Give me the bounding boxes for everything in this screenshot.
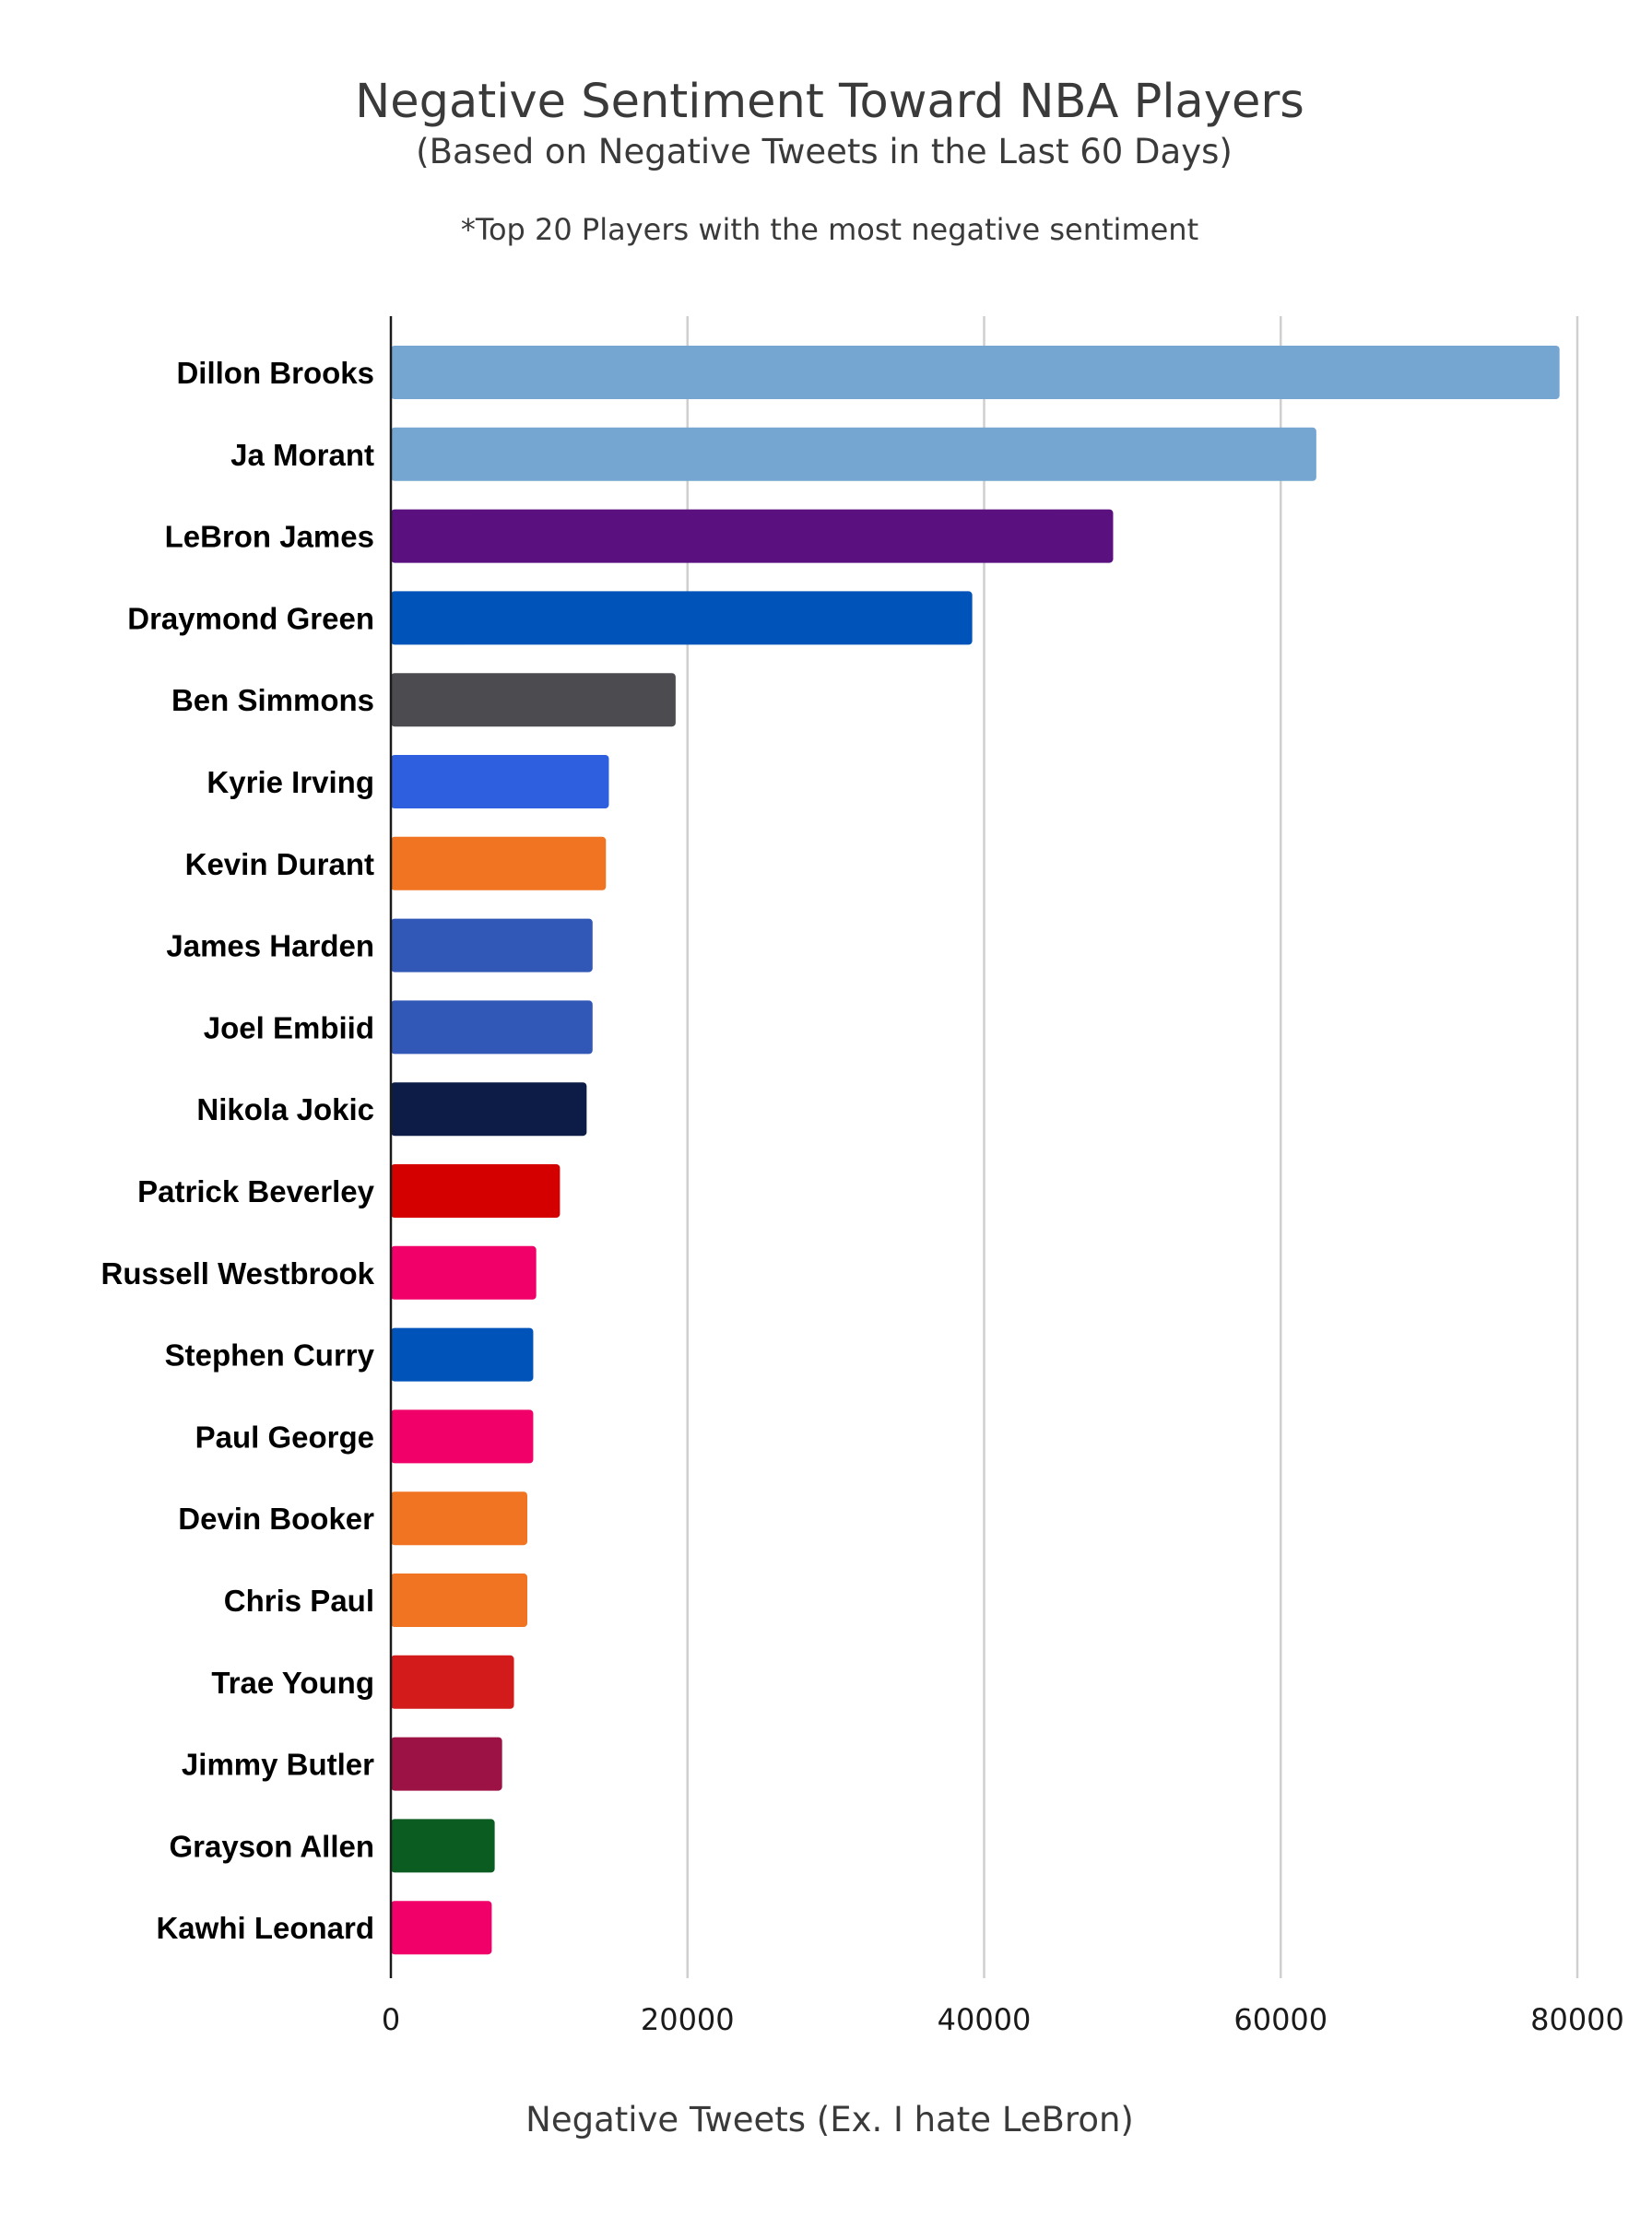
x-tick-labels: 0 20000 40000 60000 80000 bbox=[382, 2002, 1624, 2037]
chart-subtitle: (Based on Negative Tweets in the Last 60… bbox=[416, 132, 1233, 171]
category-label: Nikola Jokic bbox=[196, 1092, 374, 1126]
category-label: Joel Embiid bbox=[204, 1010, 374, 1044]
category-label: Kawhi Leonard bbox=[156, 1911, 374, 1945]
chart-title: Negative Sentiment Toward NBA Players bbox=[355, 75, 1304, 129]
bar bbox=[391, 427, 1316, 481]
category-label: Chris Paul bbox=[224, 1584, 374, 1618]
grid-lines bbox=[686, 316, 1579, 1978]
bar bbox=[391, 918, 593, 972]
bars bbox=[391, 346, 1560, 1955]
category-label: Grayson Allen bbox=[169, 1829, 374, 1863]
bar bbox=[391, 346, 1560, 399]
category-label: Devin Booker bbox=[178, 1502, 374, 1536]
bar bbox=[391, 591, 973, 645]
category-label: Kevin Durant bbox=[185, 847, 374, 881]
category-label: Dillon Brooks bbox=[176, 356, 374, 390]
bar bbox=[391, 673, 676, 727]
x-tick-label: 20000 bbox=[641, 2002, 735, 2037]
x-axis-label: Negative Tweets (Ex. I hate LeBron) bbox=[525, 2100, 1134, 2139]
bar bbox=[391, 1574, 528, 1627]
category-label: Jimmy Butler bbox=[182, 1748, 374, 1782]
x-tick-label: 0 bbox=[382, 2002, 400, 2037]
bar bbox=[391, 509, 1114, 563]
bar bbox=[391, 1164, 560, 1218]
bar bbox=[391, 1327, 534, 1382]
x-tick-label: 40000 bbox=[938, 2002, 1032, 2037]
category-label: Kyrie Irving bbox=[206, 765, 374, 799]
bar bbox=[391, 836, 607, 890]
category-label: Paul George bbox=[195, 1420, 374, 1454]
category-labels: Dillon Brooks Ja Morant LeBron James Draymo… bbox=[101, 356, 375, 1945]
category-label: Russell Westbrook bbox=[101, 1256, 375, 1291]
chart-note: *Top 20 Players with the most negative s… bbox=[461, 212, 1198, 247]
category-label: Ben Simmons bbox=[171, 683, 374, 717]
bar bbox=[391, 1082, 587, 1137]
bar bbox=[391, 755, 609, 808]
bar bbox=[391, 1819, 495, 1873]
category-label: Stephen Curry bbox=[165, 1338, 375, 1373]
bar bbox=[391, 1409, 534, 1464]
category-label: LeBron James bbox=[165, 520, 374, 554]
category-label: James Harden bbox=[166, 929, 374, 963]
bar bbox=[391, 1901, 492, 1955]
bar bbox=[391, 1491, 528, 1546]
category-label: Draymond Green bbox=[127, 601, 374, 635]
bar bbox=[391, 1655, 514, 1709]
category-label: Ja Morant bbox=[230, 438, 374, 472]
x-tick-label: 80000 bbox=[1530, 2002, 1624, 2037]
x-tick-label: 60000 bbox=[1233, 2002, 1328, 2037]
bar bbox=[391, 1737, 502, 1791]
category-label: Patrick Beverley bbox=[137, 1174, 374, 1208]
bar bbox=[391, 1000, 593, 1055]
bar bbox=[391, 1245, 537, 1300]
category-label: Trae Young bbox=[211, 1666, 374, 1700]
